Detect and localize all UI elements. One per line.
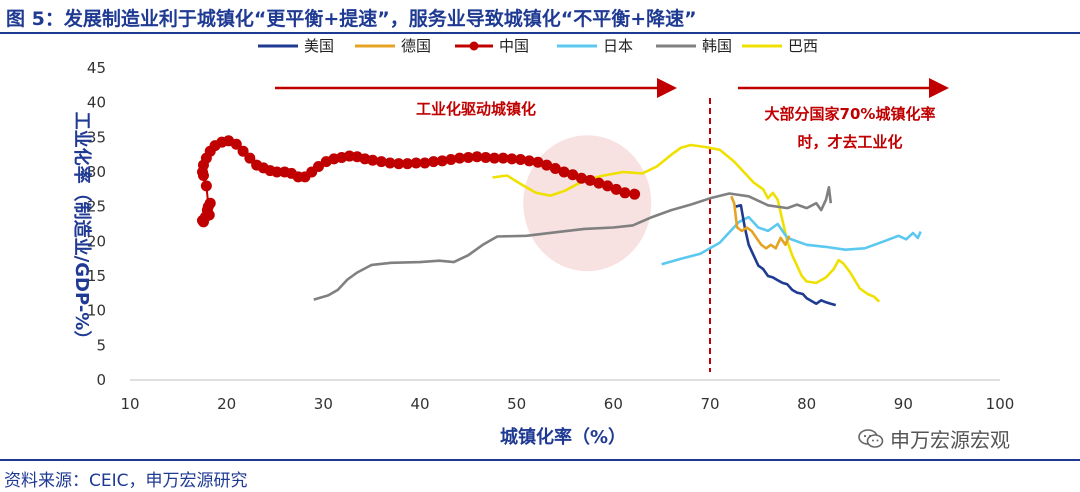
data-point [619,187,631,199]
data-point [454,152,466,164]
data-point [488,152,500,164]
figure-title: 图 5：发展制造业利于城镇化“更平衡+提速”，服务业导致城镇化“不平衡+降速” [6,8,697,30]
y-tick-label: 5 [96,336,106,354]
data-point [393,158,405,170]
data-point [497,152,509,164]
data-point [203,209,215,221]
data-point [410,157,422,169]
data-point [436,155,448,167]
y-tick-label: 45 [87,59,106,77]
data-point [532,156,544,168]
data-point [541,159,553,171]
x-tick-label: 10 [120,395,139,413]
legend-label-2: 中国 [499,37,529,55]
x-tick-label: 40 [410,395,429,413]
chart: 10 20 30 40 50 60 70 80 90 100051015202530354045 … [71,37,1014,448]
data-point [204,197,216,209]
data-point [384,157,396,169]
data-point [445,154,457,166]
legend: 美国 德国 中国 日本 韩国 巴西 [258,37,818,55]
data-point [515,154,527,166]
data-point [200,180,212,192]
legend-label-4: 韩国 [702,37,732,55]
data-point [558,166,570,178]
data-point [549,163,561,175]
y-tick-label: 15 [87,267,106,285]
data-point [271,166,283,178]
data-point [593,177,605,189]
annotation-layer: 工业化驱动城镇化 大部分国家70%城镇化率 时，才去工业化 [416,100,935,151]
series-line-4 [313,186,833,301]
data-point [567,169,579,181]
y-tick-label: 20 [87,232,106,250]
x-axis-label: 城镇化率（%） [500,426,626,448]
series-layer [197,135,922,307]
legend-label-5: 巴西 [788,37,818,55]
data-point [506,153,518,165]
x-tick-label: 20 [217,395,236,413]
data-point [428,156,440,168]
data-point [244,152,256,164]
legend-label-1: 德国 [401,37,431,55]
y-tick-label: 30 [87,163,106,181]
annotation-deindustrialization-line2: 时，才去工业化 [797,133,902,151]
watermark-text: 申万宏源宏观 [890,428,1010,452]
x-tick-label: 90 [894,395,913,413]
x-tick-label: 30 [314,395,333,413]
data-point [367,154,379,166]
y-tick-label: 40 [87,94,106,112]
data-point [419,157,431,169]
x-tick-label: 70 [700,395,719,413]
data-point [575,172,587,184]
data-point [602,180,614,192]
data-point [523,155,535,167]
annotation-deindustrialization-line1: 大部分国家70%城镇化率 [765,105,936,123]
x-tick-label: 50 [507,395,526,413]
data-point [629,188,641,200]
y-axis-label: 工业化率（制造业/GDP-%） [71,112,93,349]
data-point [375,156,387,168]
watermark: 申万宏源宏观 [858,424,1010,453]
highlight-ellipse [523,135,652,272]
annotation-industrialization: 工业化驱动城镇化 [416,100,536,118]
data-point [610,183,622,195]
legend-label-3: 日本 [603,37,633,55]
y-tick-label: 0 [96,371,106,389]
series-line-0 [734,204,837,307]
series-line-3 [661,215,922,266]
data-point [471,151,483,163]
data-point [401,158,413,170]
source-divider [0,459,1080,461]
title-underline [0,32,1080,34]
legend-label-0: 美国 [304,37,334,55]
data-point [237,145,249,157]
data-point [584,174,596,186]
x-tick-label: 60 [604,395,623,413]
y-tick-label: 35 [87,128,106,146]
highlight-layer [523,135,652,272]
wechat-icon [858,428,884,448]
series-line-1 [730,195,791,250]
data-point [462,151,474,163]
data-point [480,151,492,163]
y-tick-label: 25 [87,198,106,216]
y-tick-label: 10 [87,302,106,320]
source-note: 资料来源：CEIC，申万宏源研究 [4,471,248,491]
axes: 10 20 30 40 50 60 70 80 90 100 0 5 10 15 20 25 30 35 40 45 [87,59,1014,413]
x-tick-label: 80 [797,395,816,413]
data-point [230,138,242,150]
legend-marker [469,41,479,51]
x-tick-label: 100 [986,395,1015,413]
